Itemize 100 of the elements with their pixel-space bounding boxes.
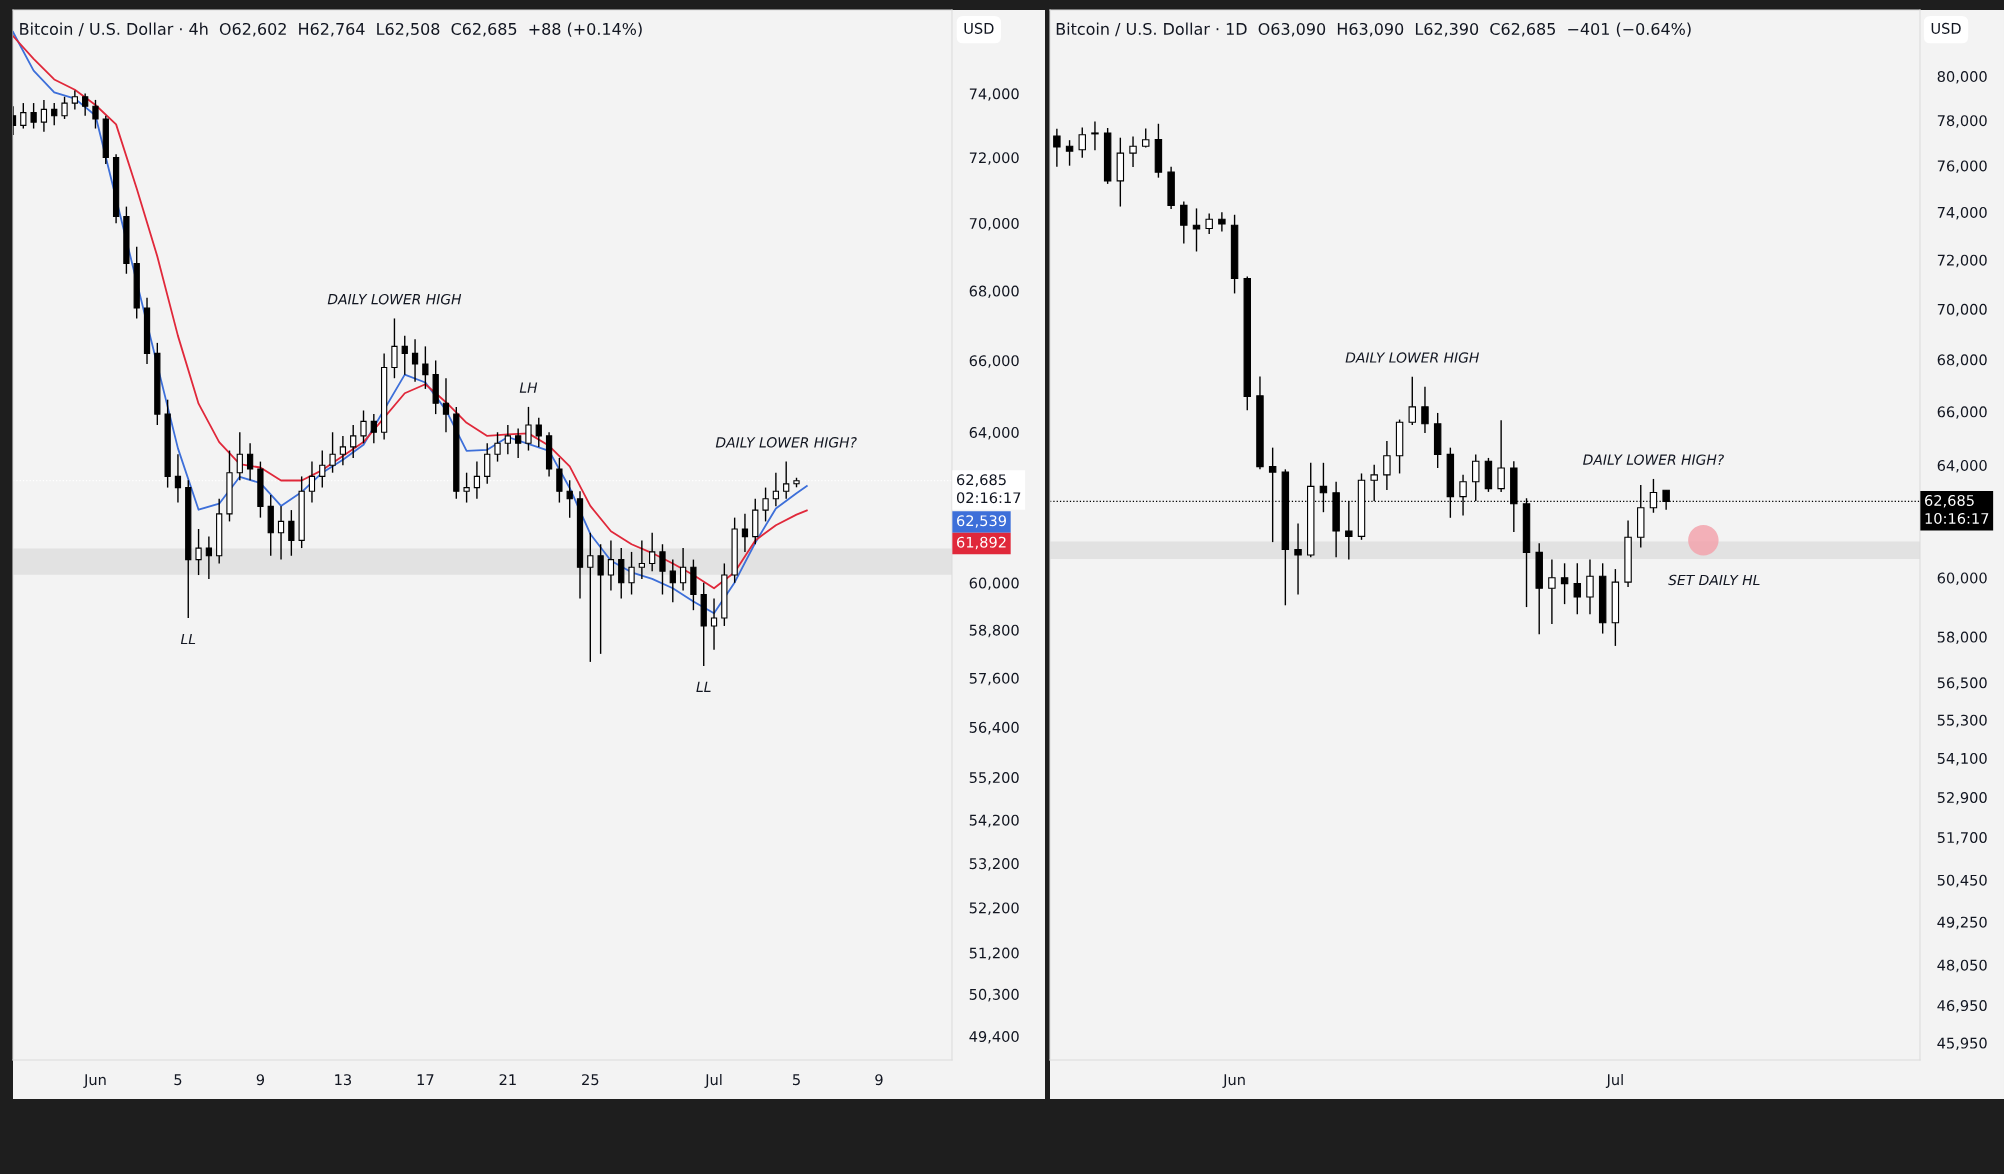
candlestick	[1472, 453, 1480, 502]
y-tick-label: 53,200	[969, 858, 1019, 871]
annotation: DAILY LOWER HIGH?	[1583, 454, 1724, 465]
candlestick	[174, 453, 182, 504]
x-tick-label: 5	[174, 1074, 182, 1086]
candlestick	[1053, 128, 1061, 168]
y-tick-label: 48,050	[1937, 959, 1987, 973]
y-tick-label: 66,000	[1937, 406, 1987, 419]
candlestick	[1497, 419, 1505, 493]
candlestick	[277, 505, 285, 561]
y-tick-label: 55,200	[969, 772, 1019, 785]
y-tick-label: 51,200	[969, 947, 1019, 961]
annotation: LL	[180, 633, 196, 645]
candlestick	[1180, 200, 1188, 245]
y-tick-label: 56,400	[969, 721, 1019, 735]
y-tick-label: 52,200	[969, 902, 1019, 915]
candlestick	[535, 417, 542, 448]
x-tick-label: 9	[256, 1074, 265, 1086]
annotation: SET DAILY HL	[1668, 574, 1760, 586]
y-tick-label: 70,000	[969, 217, 1019, 231]
candlestick	[1091, 120, 1099, 151]
y-tick-label: 72,000	[1937, 254, 1987, 268]
y-tick-label: 74,000	[969, 88, 1019, 101]
candlestick	[1573, 562, 1582, 615]
candlestick	[607, 539, 615, 592]
y-tick-label: 49,400	[969, 1030, 1019, 1044]
candlestick	[1065, 139, 1074, 167]
candlestick	[1548, 558, 1556, 625]
x-tick-label: 9	[875, 1074, 883, 1086]
candlestick	[422, 345, 429, 390]
candlestick	[30, 102, 37, 130]
candlestick	[40, 99, 48, 133]
candlestick	[360, 409, 367, 444]
y-tick-label: 52,900	[1937, 792, 1987, 805]
candlestick	[61, 96, 68, 120]
y-tick-label: 46,950	[1937, 1000, 1987, 1013]
y-tick-label: 58,000	[1937, 631, 1987, 645]
y-tick-label: 56,500	[1937, 677, 1987, 690]
candlestick	[762, 486, 769, 523]
candlestick	[515, 427, 522, 459]
x-tick-label: 25	[582, 1074, 599, 1086]
candlestick	[669, 558, 676, 604]
text: Bitcoin / U.S. Dollar · 4h O62,602 H62,764 L62,508 C62,685 +88 (+0.14%)	[20, 22, 642, 37]
candlestick	[1078, 126, 1086, 159]
y-tick-label: 74,000	[1937, 206, 1987, 220]
y-tick-label: 64,000	[1937, 459, 1987, 473]
y-tick-label: 50,300	[969, 988, 1019, 1002]
y-tick-label: 68,000	[969, 285, 1019, 299]
candlestick	[401, 335, 408, 376]
y-tick-label: 60,000	[969, 577, 1019, 591]
candlestick	[205, 535, 213, 580]
candlestick	[1383, 440, 1391, 491]
x-tick-label: 17	[417, 1074, 434, 1085]
y-tick-label: 54,100	[1937, 752, 1987, 766]
y-tick-label: 64,000	[969, 426, 1019, 440]
candlestick	[679, 547, 687, 592]
candlestick	[1129, 135, 1137, 168]
y-tick-label: 58,800	[969, 624, 1019, 638]
ref-line-label: 62,685 02:16:17	[956, 474, 1021, 504]
candlestick	[649, 532, 656, 572]
candlestick	[525, 406, 532, 452]
candlestick	[597, 543, 604, 655]
candlestick	[1192, 207, 1201, 253]
candlestick	[638, 539, 645, 580]
annotation: LH	[519, 382, 538, 393]
y-tick-label: 50,450	[1937, 874, 1987, 888]
annotation: LL	[696, 681, 711, 692]
candlestick	[1586, 558, 1594, 615]
y-tick-label: 51,700	[1937, 832, 1987, 845]
annotation: DAILY LOWER HIGH	[327, 293, 462, 305]
candlestick	[1205, 212, 1213, 235]
y-tick-label: 45,950	[1937, 1037, 1987, 1051]
candlestick	[1408, 376, 1417, 426]
candlestick	[71, 89, 78, 111]
candlestick	[504, 424, 511, 455]
candlestick	[628, 551, 635, 596]
candlestick	[288, 509, 295, 557]
y-tick-label: 49,250	[1937, 916, 1987, 930]
candlestick	[350, 424, 357, 459]
candlestick	[51, 102, 58, 127]
candlestick	[195, 528, 202, 576]
candlestick	[1294, 522, 1302, 596]
y-tick-label: 72,000	[969, 152, 1019, 165]
candlestick	[1421, 386, 1429, 434]
y-tick-label: 80,000	[1937, 70, 1987, 84]
y-tick-label: 68,000	[1937, 354, 1987, 367]
x-tick-label: Jul	[1605, 1073, 1623, 1088]
candlestick	[329, 431, 336, 474]
annotation: DAILY LOWER HIGH?	[715, 437, 857, 448]
candlestick	[246, 442, 254, 481]
text: USD	[1931, 22, 1961, 34]
candlestick	[20, 102, 27, 130]
candlestick	[1218, 211, 1226, 233]
ref-line-label: 62,685 10:16:17	[1925, 494, 1989, 524]
candlestick	[566, 479, 573, 519]
candlestick	[710, 597, 718, 651]
x-tick-label: 21	[499, 1074, 516, 1085]
y-tick-label: 70,000	[1937, 303, 1987, 317]
x-tick-label: 5	[792, 1074, 800, 1086]
candlestick	[370, 413, 377, 444]
